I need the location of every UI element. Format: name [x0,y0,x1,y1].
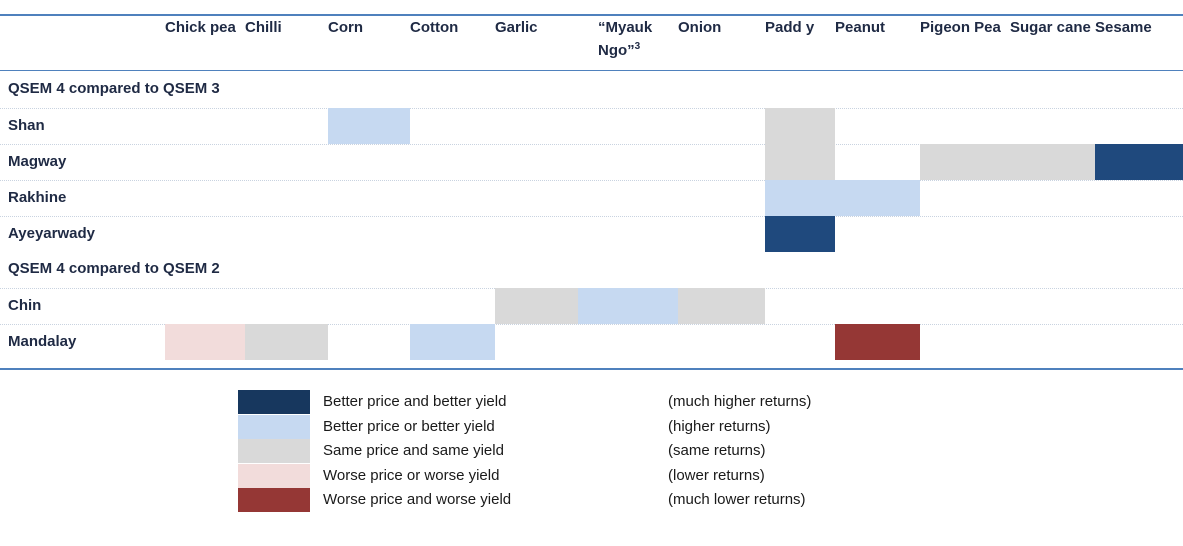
column-header: Chick pea [165,19,236,36]
row-label: Magway [8,153,67,170]
section-title: QSEM 4 compared to QSEM 2 [8,260,220,277]
column-header: Cotton [410,19,459,36]
cell-rating [245,324,328,360]
column-header: Peanut [835,19,886,36]
legend-swatch [238,414,310,439]
cell-rating [1095,144,1183,180]
legend-returns: (much lower returns) [668,491,806,508]
row-label: Ayeyarwady [8,225,95,242]
row-label: Shan [8,117,45,134]
cell-rating [1010,144,1095,180]
row-separator [0,216,1183,217]
row-separator [0,180,1183,181]
legend-swatch [238,488,310,512]
column-header: Chilli [245,19,282,36]
cell-rating [835,180,920,216]
column-header: Garlic [495,19,538,36]
row-label: Rakhine [8,189,67,206]
table-top-rule [0,14,1183,16]
column-header: Sugar cane [1010,19,1091,36]
cell-rating [765,144,835,180]
row-separator [0,108,1183,109]
legend-label: Worse price or worse yield [323,466,500,484]
legend-label: Same price and same yield [323,442,504,459]
column-header: Corn [328,19,363,36]
cell-rating [678,288,765,324]
legend-returns: (higher returns) [668,417,771,435]
cell-rating [765,216,835,252]
legend-swatch [238,439,310,463]
cell-rating [578,288,678,324]
cell-rating [495,288,578,324]
legend-returns: (same returns) [668,442,766,459]
column-header: Onion [678,19,722,36]
cell-rating [765,180,835,216]
section-title: QSEM 4 compared to QSEM 3 [8,80,220,97]
legend-swatch [238,390,310,414]
cell-rating [920,144,1010,180]
legend-label: Better price and better yield [323,393,507,410]
legend-swatch [238,463,310,488]
cell-rating [410,324,495,360]
legend-label: Worse price and worse yield [323,491,512,508]
row-label: Chin [8,297,42,314]
row-separator [0,144,1183,145]
legend-label: Better price or better yield [323,417,495,435]
column-header: “Myauk Ngo”3 [598,19,653,59]
column-header: Pigeon Pea [920,19,1001,36]
row-separator [0,324,1183,325]
column-header: Padd y [765,19,815,36]
table-bottom-rule [0,368,1183,370]
row-label: Mandalay [8,333,77,350]
cell-rating [328,108,410,144]
footnote-mark: 3 [634,41,641,52]
legend-returns: (much higher returns) [668,393,812,410]
header-rule [0,70,1183,71]
column-header: Sesame [1095,19,1152,36]
legend-returns: (lower returns) [668,466,765,484]
cell-rating [835,324,920,360]
cell-rating [765,108,835,144]
cell-rating [165,324,245,360]
